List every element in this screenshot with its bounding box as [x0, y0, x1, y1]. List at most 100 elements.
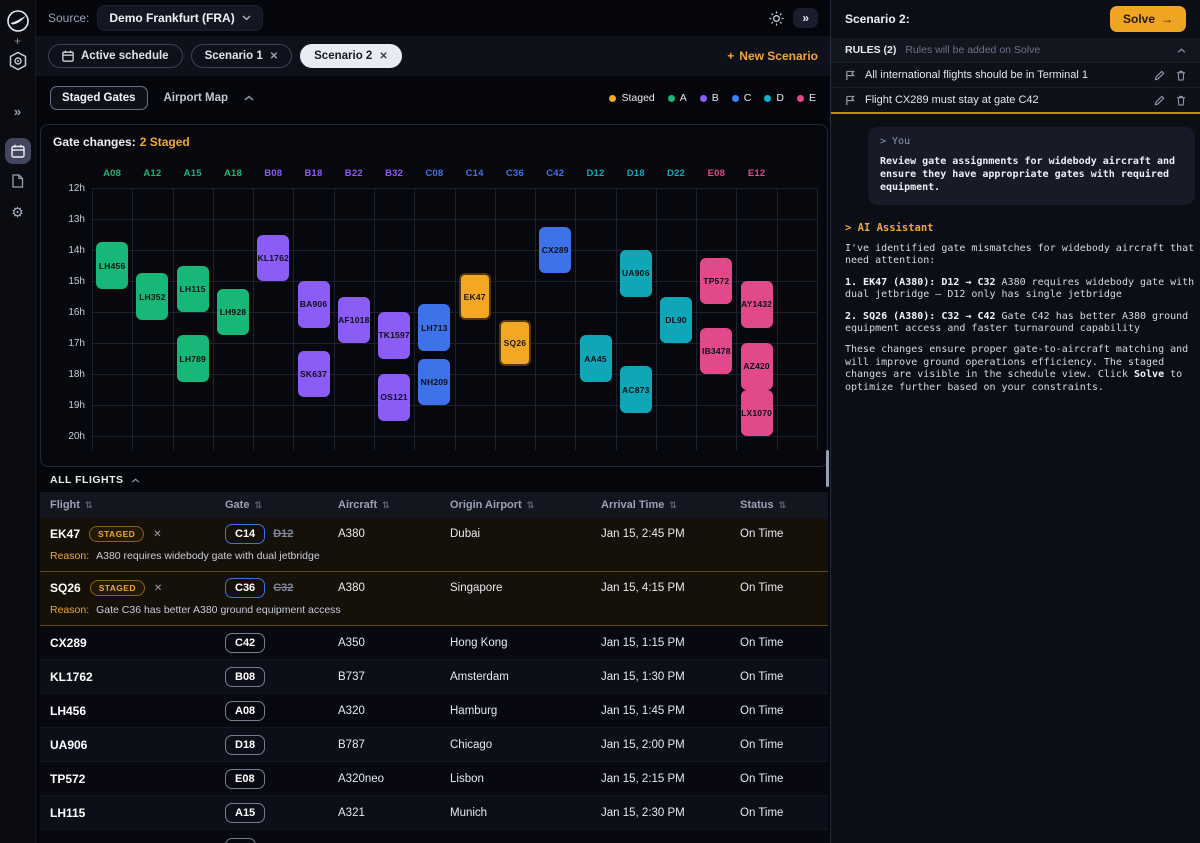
all-flights-header[interactable]: ALL FLIGHTS [40, 468, 828, 492]
tab-scenario-1[interactable]: Scenario 1 ✕ [190, 44, 293, 68]
staged-gates-toggle[interactable]: Staged Gates [50, 86, 148, 110]
gantt-block-EK47[interactable]: EK47 [458, 273, 491, 320]
edit-pencil-icon[interactable] [1154, 95, 1165, 106]
expand-sidebar-chevrons[interactable]: » [13, 103, 22, 119]
origin-cell: Munich [450, 806, 488, 819]
gate-pill[interactable]: C42 [225, 632, 266, 653]
gantt-block-LX1070[interactable]: LX1070 [740, 389, 773, 436]
close-icon[interactable]: ✕ [379, 50, 388, 62]
table-row-SQ26[interactable]: SQ26 STAGED ✕ C36 C32 A380 Singapore Jan 15, 4:… [40, 572, 828, 604]
gantt-block-IB3478[interactable]: IB3478 [700, 327, 733, 374]
new-scenario-button[interactable]: + New Scenario [727, 49, 818, 63]
hexagon-eye-icon[interactable] [5, 48, 31, 74]
collapse-chart-chevron-up-icon[interactable] [244, 95, 254, 101]
scrollbar-thumb[interactable] [826, 450, 829, 487]
gantt-gate-label-A18: A18 [223, 168, 242, 179]
gate-pill[interactable]: A15 [225, 802, 266, 823]
close-icon[interactable]: ✕ [269, 50, 279, 62]
table-row-CX289[interactable]: CX289 C42 A350 Hong Kong Jan 15, 1:15 PM On T… [40, 626, 828, 660]
scenario-tabs: Active schedule Scenario 1 ✕ Scenario 2 ✕ [48, 44, 410, 68]
gantt-block-SK637[interactable]: SK637 [297, 350, 330, 398]
gantt-gate-label-E08: E08 [707, 168, 726, 179]
gantt-block-LH456[interactable]: LH456 [96, 242, 129, 289]
edit-pencil-icon[interactable] [1154, 70, 1165, 81]
gantt-block-LH115[interactable]: LH115 [176, 265, 209, 312]
column-header-aircraft[interactable]: Aircraft ⇅ [338, 499, 390, 511]
table-row-EK47[interactable]: EK47 STAGED ✕ C14 D12 A380 Dubai Jan 15, 2:45 P… [40, 518, 828, 550]
theme-toggle-sun-icon[interactable] [769, 10, 784, 26]
table-row-LH456[interactable]: LH456 A08 A320 Hamburg Jan 15, 1:45 PM On Tim… [40, 694, 828, 728]
sidebar-item-settings-gear-icon[interactable]: ⚙ [11, 203, 24, 220]
airport-map-toggle[interactable]: Airport Map [163, 92, 229, 104]
chevron-up-icon [1177, 44, 1186, 56]
gantt-time-label-14h: 14h [68, 245, 85, 256]
gate-pill[interactable]: C14 [225, 524, 266, 544]
gantt-time-label-19h: 19h [68, 400, 85, 411]
plus-icon[interactable]: + [13, 34, 21, 48]
gantt-block-BA906[interactable]: BA906 [297, 281, 330, 328]
column-header-status[interactable]: Status ⇅ [740, 499, 787, 511]
table-row-TP572[interactable]: TP572 E08 A320neo Lisbon Jan 15, 2:15 PM On T… [40, 762, 828, 796]
delete-trash-icon[interactable] [1176, 95, 1186, 106]
gantt-block-LH713[interactable]: LH713 [418, 304, 451, 351]
app-sidebar: + » ⚙ [0, 0, 36, 843]
previous-gate: C32 [273, 582, 294, 594]
sidebar-item-documents[interactable] [5, 168, 31, 194]
source-select[interactable]: Demo Frankfurt (FRA) [97, 5, 263, 31]
close-icon[interactable]: ✕ [153, 528, 162, 540]
gate-cell: E08 [225, 768, 338, 789]
sort-icon: ⇅ [254, 499, 263, 510]
column-header-gate[interactable]: Gate ⇅ [225, 499, 263, 511]
gate-pill[interactable]: E08 [225, 768, 265, 789]
table-row-LH115[interactable]: LH115 A15 A321 Munich Jan 15, 2:30 PM On Time [40, 796, 828, 830]
solve-button[interactable]: Solve → [1109, 6, 1186, 32]
gantt-block-KL1762[interactable]: KL1762 [257, 234, 290, 281]
gantt-block-NH209[interactable]: NH209 [418, 358, 451, 405]
rule-item-2[interactable]: Flight CX289 must stay at gate C42 [831, 87, 1200, 112]
gantt-block-LH352[interactable]: LH352 [136, 273, 169, 320]
gantt-block-AA45[interactable]: AA45 [579, 335, 612, 382]
column-header-flight[interactable]: Flight ⇅ [50, 499, 93, 511]
gantt-block-AY1432[interactable]: AY1432 [740, 281, 773, 328]
gantt-gate-label-A12: A12 [143, 168, 162, 179]
gantt-block-SQ26[interactable]: SQ26 [498, 319, 531, 367]
collapse-panel-chevrons[interactable]: » [793, 8, 818, 28]
gate-pill[interactable]: A08 [225, 700, 266, 721]
gantt-gate-label-D12: D12 [586, 168, 605, 179]
table-row-UA906[interactable]: UA906 D18 B787 Chicago Jan 15, 2:00 PM On Tim… [40, 728, 828, 762]
gantt-block-TP572[interactable]: TP572 [700, 257, 733, 305]
tab-active-schedule[interactable]: Active schedule [48, 44, 183, 68]
gantt-block-DL90[interactable]: DL90 [660, 296, 693, 343]
rule-item-1[interactable]: All international flights should be in T… [831, 62, 1200, 87]
column-header-origin-airport[interactable]: Origin Airport ⇅ [450, 499, 535, 511]
tab-scenario-2[interactable]: Scenario 2 ✕ [300, 44, 402, 68]
ai-paragraph: I've identified gate mismatches for wide… [845, 243, 1195, 267]
delete-trash-icon[interactable] [1176, 70, 1186, 81]
table-row-KL1762[interactable]: KL1762 B08 B737 Amsterdam Jan 15, 1:30 PM On … [40, 660, 828, 694]
gantt-gate-label-A08: A08 [103, 168, 122, 179]
gate-pill[interactable]: C36 [225, 578, 266, 598]
user-message-text: Review gate assignments for widebody air… [880, 156, 1176, 193]
gantt-block-AC873[interactable]: AC873 [619, 366, 652, 413]
gantt-block-AZ420[interactable]: AZ420 [740, 343, 773, 390]
rules-header[interactable]: RULES (2) Rules will be added on Solve [831, 38, 1200, 62]
origin-cell: Dubai [450, 528, 481, 540]
gantt-block-LH789[interactable]: LH789 [176, 335, 209, 382]
column-header-arrival-time[interactable]: Arrival Time ⇅ [601, 499, 677, 511]
gantt-block-OS121[interactable]: OS121 [378, 374, 411, 421]
gantt-block-LH928[interactable]: LH928 [216, 288, 249, 336]
gate-pill[interactable]: B08 [225, 666, 266, 687]
aircraft-cell: A350 [338, 636, 365, 649]
gantt-block-CX289[interactable]: CX289 [539, 226, 572, 274]
gantt-block-TK1597[interactable]: TK1597 [378, 312, 411, 359]
gantt-block-AF1018[interactable]: AF1018 [337, 296, 370, 343]
status-cell: On Time [740, 528, 784, 540]
sidebar-item-schedule[interactable] [4, 138, 31, 164]
aircraft-cell: A380 [338, 528, 365, 540]
view-toggle-row: Staged Gates Airport Map Staged A B C D E [36, 84, 830, 112]
gantt-gate-label-C36: C36 [505, 168, 524, 179]
flights-table-header: Flight ⇅ Gate ⇅ Aircraft ⇅ Origin Airport ⇅ Arri… [40, 492, 828, 518]
gate-pill[interactable]: D18 [225, 734, 266, 755]
gantt-block-UA906[interactable]: UA906 [619, 250, 652, 297]
close-icon[interactable]: ✕ [153, 582, 163, 594]
